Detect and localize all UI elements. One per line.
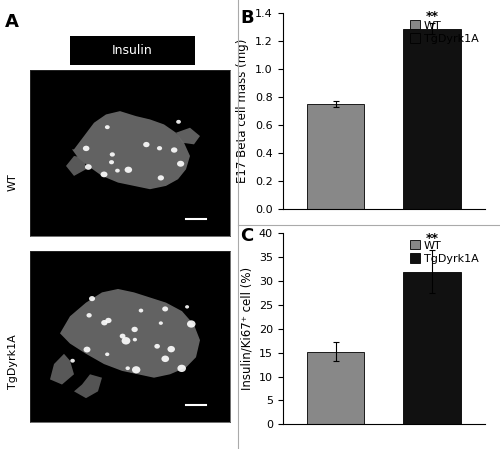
- Circle shape: [70, 359, 75, 363]
- Text: Insulin: Insulin: [112, 44, 153, 57]
- Circle shape: [187, 320, 196, 328]
- Circle shape: [138, 308, 143, 313]
- Y-axis label: E17 Beta cell mass (mg): E17 Beta cell mass (mg): [236, 39, 250, 183]
- Circle shape: [168, 346, 175, 352]
- Circle shape: [159, 321, 163, 325]
- Text: C: C: [240, 227, 254, 245]
- Legend: WT, TgDyrk1A: WT, TgDyrk1A: [409, 239, 480, 265]
- Circle shape: [110, 152, 115, 157]
- Polygon shape: [176, 128, 200, 145]
- Circle shape: [105, 125, 110, 129]
- Circle shape: [85, 164, 91, 170]
- Circle shape: [158, 175, 164, 180]
- Circle shape: [133, 338, 137, 341]
- Circle shape: [143, 142, 150, 147]
- Circle shape: [101, 320, 107, 326]
- Circle shape: [84, 347, 90, 352]
- Circle shape: [105, 352, 110, 356]
- Circle shape: [106, 318, 112, 323]
- Circle shape: [154, 344, 160, 349]
- Circle shape: [177, 161, 184, 167]
- Circle shape: [185, 305, 189, 308]
- Circle shape: [89, 296, 95, 301]
- Circle shape: [120, 334, 126, 339]
- Circle shape: [132, 327, 138, 332]
- Circle shape: [171, 147, 177, 153]
- Polygon shape: [50, 354, 74, 384]
- Circle shape: [124, 167, 132, 173]
- Text: B: B: [240, 9, 254, 27]
- Bar: [306, 104, 364, 209]
- Circle shape: [176, 120, 181, 124]
- Bar: [403, 272, 461, 424]
- Circle shape: [178, 365, 186, 372]
- Circle shape: [115, 169, 120, 172]
- Circle shape: [100, 172, 107, 177]
- Bar: [403, 29, 461, 209]
- Polygon shape: [72, 111, 190, 189]
- Circle shape: [162, 356, 169, 362]
- Text: TgDyrk1A: TgDyrk1A: [8, 334, 18, 389]
- Circle shape: [86, 313, 92, 317]
- Polygon shape: [74, 374, 102, 398]
- Y-axis label: Insulin/Ki67⁺ cell (%): Insulin/Ki67⁺ cell (%): [240, 267, 253, 391]
- Text: WT: WT: [8, 173, 18, 191]
- Text: **: **: [426, 10, 438, 23]
- Circle shape: [162, 306, 168, 312]
- Circle shape: [157, 146, 162, 150]
- Polygon shape: [60, 289, 200, 378]
- Text: A: A: [5, 13, 19, 31]
- Legend: WT, TgDyrk1A: WT, TgDyrk1A: [409, 19, 480, 45]
- Text: **: **: [426, 233, 438, 246]
- Circle shape: [122, 337, 130, 344]
- Circle shape: [109, 160, 114, 164]
- Circle shape: [132, 366, 140, 374]
- Bar: [306, 352, 364, 424]
- Circle shape: [126, 366, 130, 370]
- Polygon shape: [66, 156, 86, 176]
- Circle shape: [83, 145, 89, 151]
